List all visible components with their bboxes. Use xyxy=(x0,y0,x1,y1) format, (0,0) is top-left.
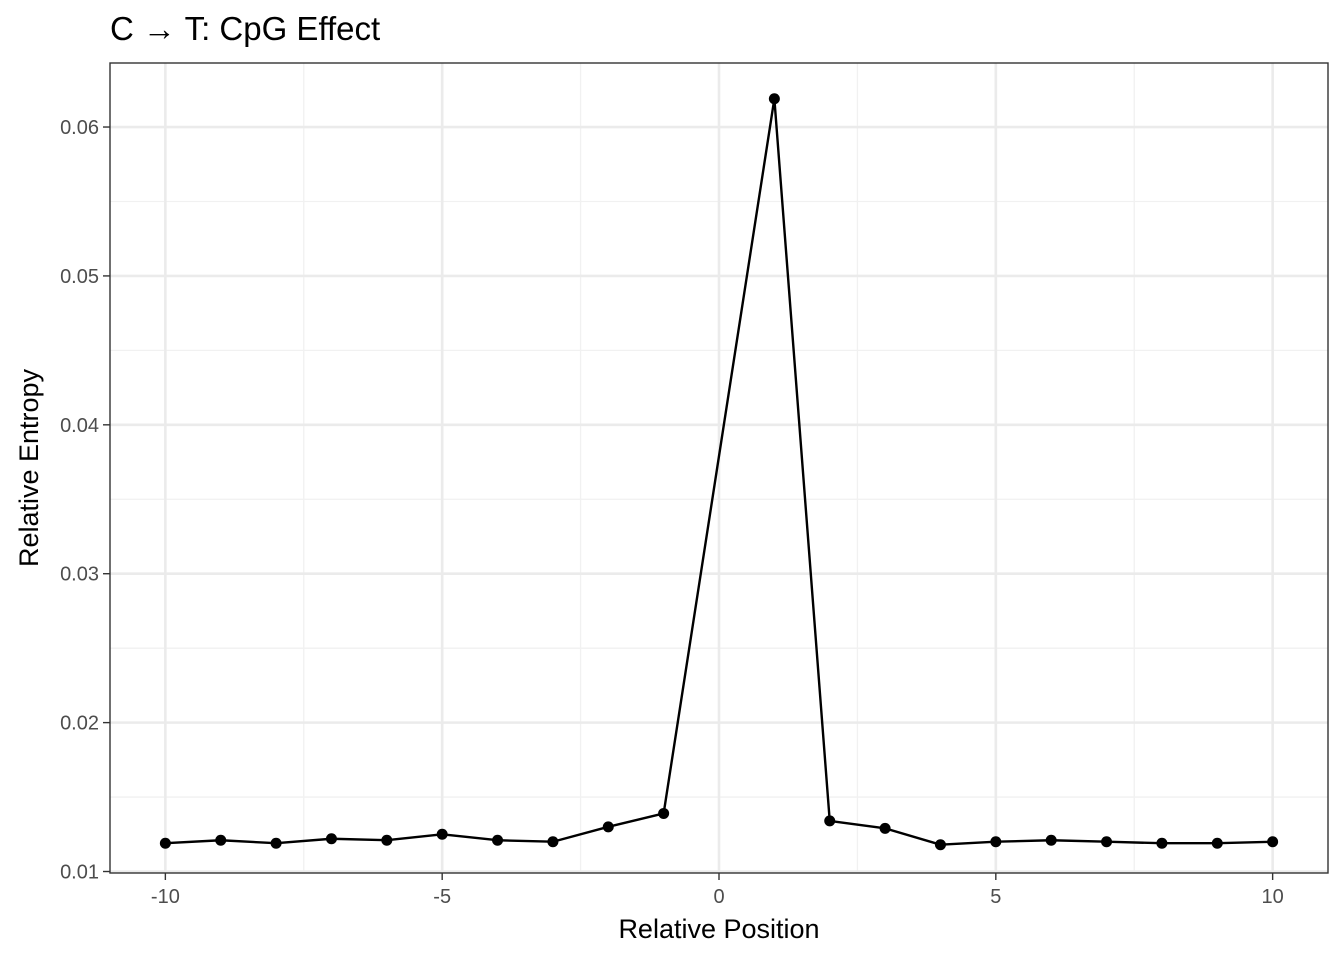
y-tick-label: 0.05 xyxy=(60,266,99,288)
data-point xyxy=(768,93,780,105)
series-layer xyxy=(159,93,1279,851)
y-axis-title: Relative Entropy xyxy=(14,368,44,567)
data-point xyxy=(159,837,171,849)
grid-lines xyxy=(110,63,1328,873)
data-point xyxy=(658,807,670,819)
y-tick-label: 0.04 xyxy=(60,415,99,437)
x-axis-title: Relative Position xyxy=(618,914,819,944)
data-point xyxy=(602,821,614,833)
data-point xyxy=(381,834,393,846)
y-tick-label: 0.01 xyxy=(60,862,99,884)
data-point xyxy=(990,836,1002,848)
data-point xyxy=(492,834,504,846)
x-tick-label: -5 xyxy=(433,886,451,908)
chart-title: C → T: CpG Effect xyxy=(110,10,380,47)
data-point xyxy=(1045,834,1057,846)
data-point xyxy=(824,815,836,827)
y-axis: 0.01 0.02 0.03 0.04 0.05 0.06 xyxy=(60,117,110,884)
data-point xyxy=(325,833,337,845)
data-point xyxy=(1211,837,1223,849)
data-point xyxy=(1156,837,1168,849)
data-point xyxy=(879,822,891,834)
data-point xyxy=(270,837,282,849)
x-axis: -10 -5 0 5 10 xyxy=(151,873,1284,908)
y-tick-label: 0.06 xyxy=(60,117,99,139)
y-tick-label: 0.03 xyxy=(60,564,99,586)
y-tick-label: 0.02 xyxy=(60,713,99,735)
x-tick-label: 10 xyxy=(1262,886,1284,908)
data-point xyxy=(436,828,448,840)
x-tick-label: 0 xyxy=(713,886,724,908)
data-point xyxy=(934,839,946,851)
series-line xyxy=(165,97,1273,846)
data-point xyxy=(1101,836,1113,848)
data-point xyxy=(215,834,227,846)
x-tick-label: -10 xyxy=(151,886,180,908)
data-point xyxy=(1267,836,1279,848)
data-point xyxy=(547,836,559,848)
x-tick-label: 5 xyxy=(990,886,1001,908)
